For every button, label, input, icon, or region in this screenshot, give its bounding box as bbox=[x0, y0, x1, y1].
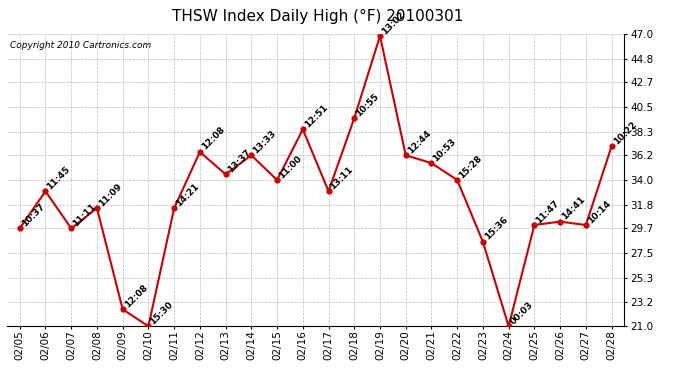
Text: 10:22: 10:22 bbox=[611, 120, 638, 146]
Text: 11:11: 11:11 bbox=[71, 202, 98, 228]
Point bbox=[323, 188, 334, 194]
Point bbox=[580, 222, 591, 228]
Point bbox=[117, 306, 128, 312]
Text: 12:08: 12:08 bbox=[200, 125, 226, 152]
Point bbox=[246, 152, 257, 158]
Text: 15:30: 15:30 bbox=[148, 300, 175, 326]
Point bbox=[503, 323, 514, 329]
Text: 00:03: 00:03 bbox=[509, 300, 535, 326]
Point bbox=[272, 177, 283, 183]
Point bbox=[220, 171, 231, 177]
Text: 11:47: 11:47 bbox=[534, 198, 561, 225]
Text: 12:51: 12:51 bbox=[303, 103, 329, 129]
Text: 12:44: 12:44 bbox=[406, 129, 433, 155]
Text: 13:33: 13:33 bbox=[251, 129, 278, 155]
Text: 11:45: 11:45 bbox=[46, 165, 72, 191]
Point bbox=[555, 219, 566, 225]
Point bbox=[452, 177, 463, 183]
Text: 10:55: 10:55 bbox=[354, 92, 381, 118]
Text: 15:36: 15:36 bbox=[483, 215, 509, 242]
Point bbox=[375, 33, 386, 39]
Text: 10:14: 10:14 bbox=[586, 198, 613, 225]
Text: 13:02: 13:02 bbox=[380, 9, 406, 36]
Point bbox=[529, 222, 540, 228]
Text: 14:21: 14:21 bbox=[174, 182, 201, 208]
Point bbox=[40, 188, 51, 194]
Text: Copyright 2010 Cartronics.com: Copyright 2010 Cartronics.com bbox=[10, 41, 151, 50]
Text: 14:41: 14:41 bbox=[560, 195, 587, 222]
Point bbox=[400, 152, 411, 158]
Point bbox=[195, 149, 206, 155]
Text: 12:08: 12:08 bbox=[123, 283, 149, 309]
Point bbox=[143, 323, 154, 329]
Point bbox=[297, 126, 308, 132]
Point bbox=[14, 225, 26, 231]
Point bbox=[168, 205, 179, 211]
Point bbox=[426, 160, 437, 166]
Point bbox=[606, 143, 617, 149]
Point bbox=[348, 115, 359, 121]
Text: 11:09: 11:09 bbox=[97, 182, 124, 208]
Text: 10:53: 10:53 bbox=[431, 136, 458, 163]
Point bbox=[66, 225, 77, 231]
Text: 11:00: 11:00 bbox=[277, 154, 304, 180]
Text: 13:11: 13:11 bbox=[328, 165, 355, 191]
Text: THSW Index Daily High (°F) 20100301: THSW Index Daily High (°F) 20100301 bbox=[172, 9, 463, 24]
Point bbox=[477, 239, 489, 245]
Text: 15:28: 15:28 bbox=[457, 153, 484, 180]
Text: 13:37: 13:37 bbox=[226, 148, 253, 174]
Text: 10:37: 10:37 bbox=[20, 202, 46, 228]
Point bbox=[92, 205, 103, 211]
